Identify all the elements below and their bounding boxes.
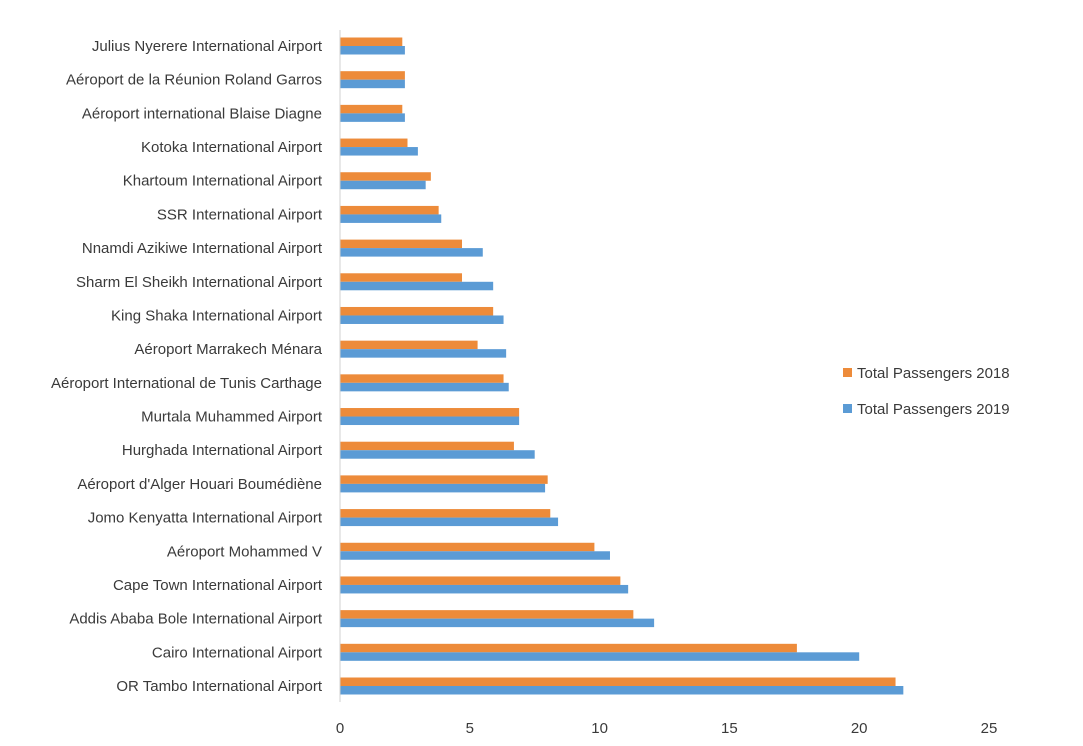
bar-2018 — [340, 104, 403, 114]
bar-2019 — [340, 416, 520, 426]
bar-2018 — [340, 138, 408, 148]
bar-2018 — [340, 273, 463, 282]
legend-swatch — [843, 368, 852, 377]
category-label: Aéroport de la Réunion Roland Garros — [66, 72, 322, 89]
category-labels: Julius Nyerere International Airport Aéro… — [51, 38, 323, 695]
category-label: Aéroport International de Tunis Carthage — [51, 375, 322, 392]
bar-2018 — [340, 677, 896, 686]
bar-2019 — [340, 214, 442, 223]
x-tick-label: 0 — [336, 720, 344, 737]
category-label: Khartoum International Airport — [123, 173, 323, 190]
category-label: Julius Nyerere International Airport — [92, 38, 323, 55]
bars-group — [340, 37, 904, 695]
bar-2019 — [340, 248, 483, 257]
bar-2019 — [340, 652, 860, 661]
bar-2018 — [340, 643, 797, 653]
category-label: Aéroport d'Alger Houari Boumédiène — [77, 476, 322, 493]
x-tick-label: 15 — [721, 720, 738, 737]
bar-2019 — [340, 551, 610, 560]
category-label: Aéroport international Blaise Diagne — [82, 105, 322, 122]
bar-2019 — [340, 382, 509, 392]
category-label: Cape Town International Airport — [113, 577, 323, 594]
category-label: Cairo International Airport — [152, 644, 323, 661]
bar-2018 — [340, 542, 595, 552]
legend-label: Total Passengers 2019 — [857, 401, 1010, 418]
legend: Total Passengers 2018 Total Passengers 20… — [843, 365, 1010, 418]
bar-2019 — [340, 349, 507, 358]
bar-2019 — [340, 450, 535, 459]
bar-2019 — [340, 517, 559, 527]
x-tick-label: 10 — [591, 720, 608, 737]
category-label: Jomo Kenyatta International Airport — [88, 510, 323, 527]
bar-2018 — [340, 374, 504, 383]
bar-2018 — [340, 610, 634, 619]
bar-2018 — [340, 205, 439, 215]
legend-label: Total Passengers 2018 — [857, 365, 1010, 382]
category-label: OR Tambo International Airport — [116, 678, 322, 695]
bar-2019 — [340, 315, 504, 324]
bar-2018 — [340, 71, 405, 80]
bar-2018 — [340, 306, 494, 316]
bar-2019 — [340, 618, 655, 628]
bar-2018 — [340, 441, 514, 451]
category-label: Addis Ababa Bole International Airport — [69, 611, 323, 628]
legend-swatch — [843, 404, 852, 413]
bar-2019 — [340, 281, 494, 291]
category-label: Aéroport Marrakech Ménara — [134, 341, 322, 358]
bar-2019 — [340, 46, 405, 55]
x-tick-labels: 0 5 10 15 20 25 — [336, 720, 998, 737]
bar-2019 — [340, 79, 405, 89]
x-tick-label: 25 — [981, 720, 998, 737]
bar-2018 — [340, 475, 548, 484]
bar-2018 — [340, 340, 478, 350]
x-tick-label: 5 — [466, 720, 474, 737]
bar-2019 — [340, 147, 418, 156]
category-label: Sharm El Sheikh International Airport — [76, 274, 323, 291]
category-label: SSR International Airport — [157, 206, 323, 223]
x-tick-label: 20 — [851, 720, 868, 737]
bar-2018 — [340, 172, 431, 181]
category-label: Hurghada International Airport — [122, 442, 323, 459]
bar-2019 — [340, 686, 904, 695]
category-label: Nnamdi Azikiwe International Airport — [82, 240, 323, 257]
category-label: Murtala Muhammed Airport — [141, 409, 323, 426]
category-label: King Shaka International Airport — [111, 307, 323, 324]
category-label: Kotoka International Airport — [141, 139, 323, 156]
bar-2019 — [340, 180, 426, 190]
bar-2019 — [340, 584, 629, 594]
bar-2018 — [340, 37, 403, 46]
bar-2019 — [340, 483, 546, 493]
category-label: Aéroport Mohammed V — [167, 543, 322, 560]
bar-2018 — [340, 408, 520, 417]
bar-2018 — [340, 239, 463, 249]
bar-2019 — [340, 113, 405, 122]
bar-2018 — [340, 576, 621, 585]
bar-2018 — [340, 509, 551, 518]
